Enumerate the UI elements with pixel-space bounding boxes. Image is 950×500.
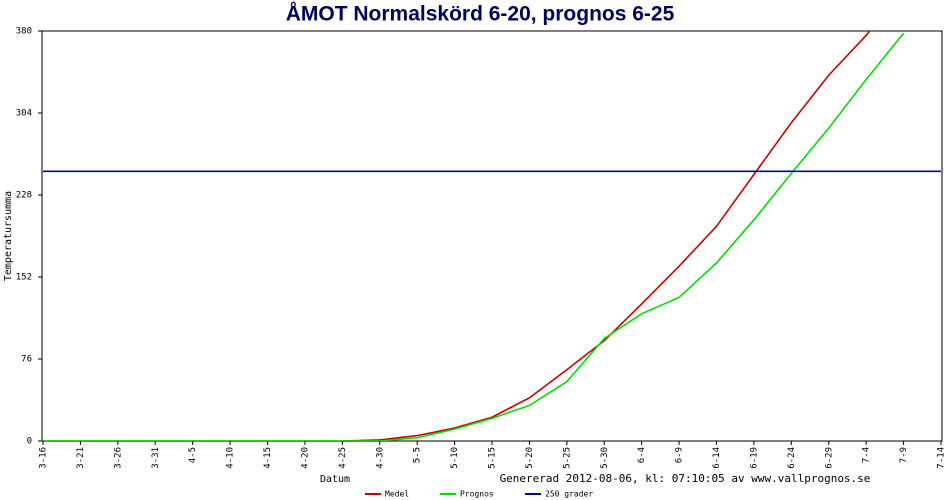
legend-label: Prognos xyxy=(460,490,494,499)
x-tick-label: 6-4 xyxy=(637,447,647,463)
y-tick-label: 228 xyxy=(16,191,32,201)
x-tick-label: 5-5 xyxy=(413,447,423,463)
x-tick-label: 6-24 xyxy=(787,447,797,469)
y-axis-label: Temperatursumma xyxy=(3,191,14,281)
x-tick-label: 4-15 xyxy=(263,447,273,469)
x-tick-label: 6-14 xyxy=(712,447,722,469)
x-tick-label: 5-30 xyxy=(600,447,610,469)
x-tick-label: 4-10 xyxy=(226,447,236,469)
x-tick-label: 3-16 xyxy=(39,447,49,469)
x-tick-label: 6-19 xyxy=(749,447,759,469)
x-tick-label: 5-25 xyxy=(562,447,572,469)
x-tick-label: 3-31 xyxy=(151,447,161,469)
series-line xyxy=(43,32,905,441)
x-tick-label: 4-20 xyxy=(300,447,310,469)
x-tick-label: 5-20 xyxy=(525,447,535,469)
plot-area xyxy=(43,31,941,441)
legend-label: Medel xyxy=(385,490,409,499)
x-tick-label: 7-4 xyxy=(862,447,872,463)
x-tick-label: 5-10 xyxy=(450,447,460,469)
y-tick-label: 304 xyxy=(16,109,32,119)
y-tick-label: 152 xyxy=(16,273,32,283)
y-tick-label: 0 xyxy=(27,437,32,447)
y-tick-label: 76 xyxy=(21,355,32,365)
x-axis-label: Datum xyxy=(320,474,350,485)
x-tick-label: 4-5 xyxy=(188,447,198,463)
legend-label: 250 grader xyxy=(545,490,593,499)
plot-frame xyxy=(41,30,943,442)
x-tick-label: 3-21 xyxy=(76,447,86,469)
x-tick-label: 4-25 xyxy=(338,447,348,469)
x-tick-label: 4-30 xyxy=(375,447,385,469)
series-line xyxy=(43,31,871,441)
x-tick-label: 5-15 xyxy=(488,447,498,469)
x-tick-label: 3-26 xyxy=(113,447,123,469)
x-tick-label: 7-14 xyxy=(937,447,947,469)
x-tick-label: 6-9 xyxy=(675,447,685,463)
footer: Genererad 2012-08-06, kl: 07:10:05 av ww… xyxy=(500,472,871,485)
chart-title: ÅMOT Normalskörd 6-20, prognos 6-25 xyxy=(286,2,675,26)
x-tick-label: 7-9 xyxy=(899,447,909,463)
x-tick-label: 6-29 xyxy=(824,447,834,469)
y-tick-label: 380 xyxy=(16,27,32,37)
